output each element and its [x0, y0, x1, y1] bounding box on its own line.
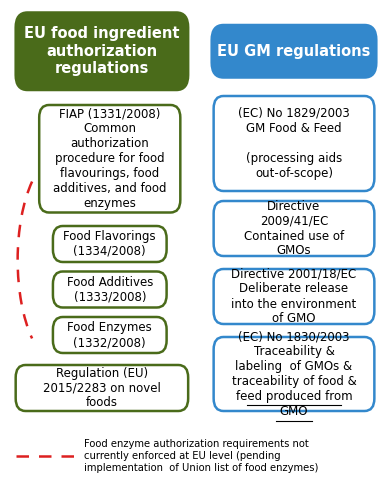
Text: Directive 2001/18/EC
Deliberate release
into the environment
of GMO: Directive 2001/18/EC Deliberate release …	[231, 268, 357, 326]
FancyBboxPatch shape	[214, 337, 374, 411]
FancyBboxPatch shape	[16, 365, 188, 411]
FancyBboxPatch shape	[16, 12, 188, 90]
FancyBboxPatch shape	[214, 269, 374, 324]
Text: Directive
2009/41/EC
Contained use of
GMOs: Directive 2009/41/EC Contained use of GM…	[244, 200, 344, 258]
FancyBboxPatch shape	[53, 226, 167, 262]
FancyBboxPatch shape	[212, 25, 376, 78]
Text: (EC) No 1830/2003
Traceability &
labeling  of GMOs &
traceability of food &
feed: (EC) No 1830/2003 Traceability & labelin…	[232, 330, 356, 418]
Text: FIAP (1331/2008)
Common
authorization
procedure for food
flavourings, food
addit: FIAP (1331/2008) Common authorization pr…	[53, 108, 167, 210]
FancyBboxPatch shape	[53, 272, 167, 308]
FancyBboxPatch shape	[214, 201, 374, 256]
Text: Food Flavorings
(1334/2008): Food Flavorings (1334/2008)	[64, 230, 156, 258]
Text: Food enzyme authorization requirements not
currently enforced at EU level (pendi: Food enzyme authorization requirements n…	[84, 440, 319, 472]
Text: EU food ingredient
authorization
regulations: EU food ingredient authorization regulat…	[24, 26, 180, 76]
Text: EU GM regulations: EU GM regulations	[217, 44, 371, 59]
Text: Food Enzymes
(1332/2008): Food Enzymes (1332/2008)	[67, 321, 152, 349]
Text: Food Additives
(1333/2008): Food Additives (1333/2008)	[67, 276, 153, 303]
Text: Regulation (EU)
2015/2283 on novel
foods: Regulation (EU) 2015/2283 on novel foods	[43, 366, 161, 410]
FancyBboxPatch shape	[214, 96, 374, 191]
FancyBboxPatch shape	[53, 317, 167, 353]
FancyBboxPatch shape	[39, 105, 180, 212]
Text: (EC) No 1829/2003
GM Food & Feed

(processing aids
out-of-scope): (EC) No 1829/2003 GM Food & Feed (proces…	[238, 107, 350, 180]
